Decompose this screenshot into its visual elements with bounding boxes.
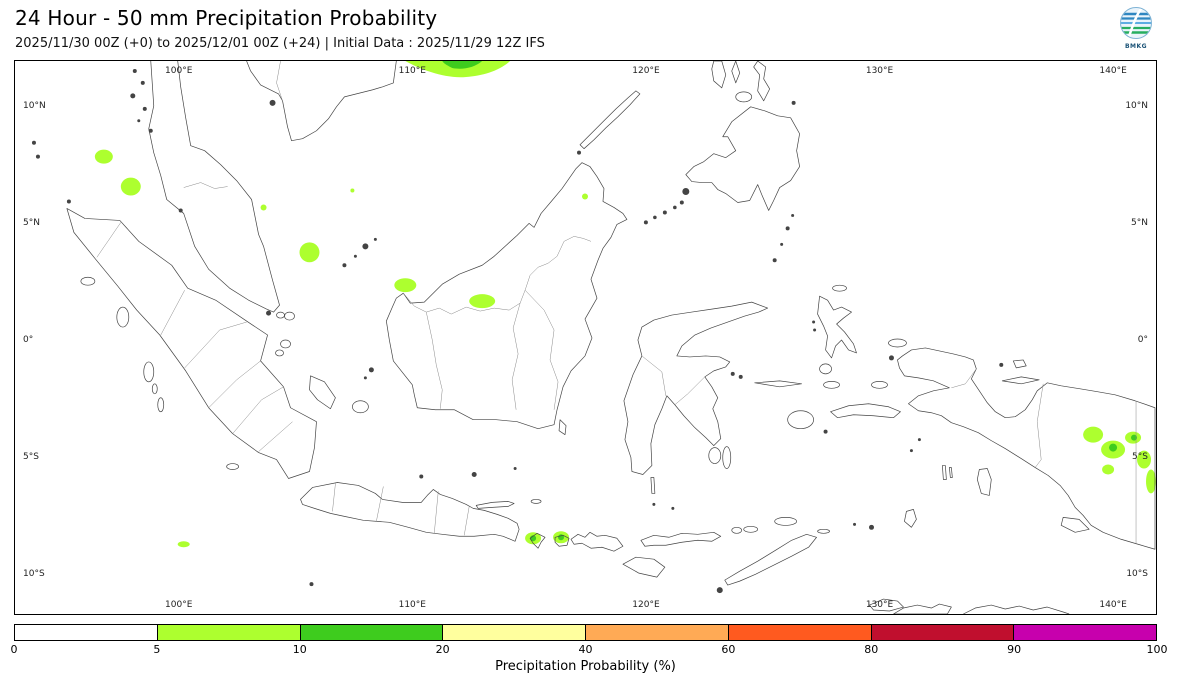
small-islands	[31, 68, 1004, 594]
page-title: 24 Hour - 50 mm Precipitation Probabilit…	[15, 6, 438, 30]
colorbar-tick-label: 40	[578, 643, 593, 656]
indonesia-region-map	[31, 61, 1156, 614]
colorbar-tick-label: 5	[153, 643, 161, 656]
colorbar-tick-label: 90	[1007, 643, 1022, 656]
colorbar-ticks: 0 5 10 20 40 60 80 90 100	[10, 643, 1168, 656]
precipitation-probability-layer	[94, 61, 1156, 548]
map-canvas: 100°E 110°E 120°E 130°E 140°E 100°E 110°E 120°…	[14, 60, 1157, 615]
bmkg-logo-text: BMKG	[1124, 43, 1148, 50]
colorbar-segment	[157, 625, 301, 640]
colorbar-tick-label: 10	[292, 643, 307, 656]
coastlines	[66, 61, 1156, 614]
colorbar-segment	[300, 625, 444, 640]
administrative-boundaries	[96, 61, 1137, 544]
colorbar-tick-label: 100	[1146, 643, 1168, 656]
colorbar-tick-label: 20	[435, 643, 450, 656]
colorbar-tick-label: 60	[721, 643, 736, 656]
colorbar-segment	[1014, 625, 1156, 640]
colorbar-segment	[728, 625, 872, 640]
colorbar-tick-label: 80	[864, 643, 879, 656]
bmkg-logo: BMKG	[1116, 5, 1156, 53]
colorbar-segment	[586, 625, 729, 640]
colorbar	[14, 624, 1157, 641]
bmkg-globe-icon	[1120, 7, 1152, 39]
colorbar-segment	[871, 625, 1015, 640]
colorbar-segment	[15, 625, 158, 640]
colorbar-tick-label: 0	[10, 643, 18, 656]
valid-time-subtitle: 2025/11/30 00Z (+0) to 2025/12/01 00Z (+…	[15, 36, 545, 51]
colorbar-title: Precipitation Probability (%)	[495, 659, 676, 674]
colorbar-segment	[443, 625, 586, 640]
